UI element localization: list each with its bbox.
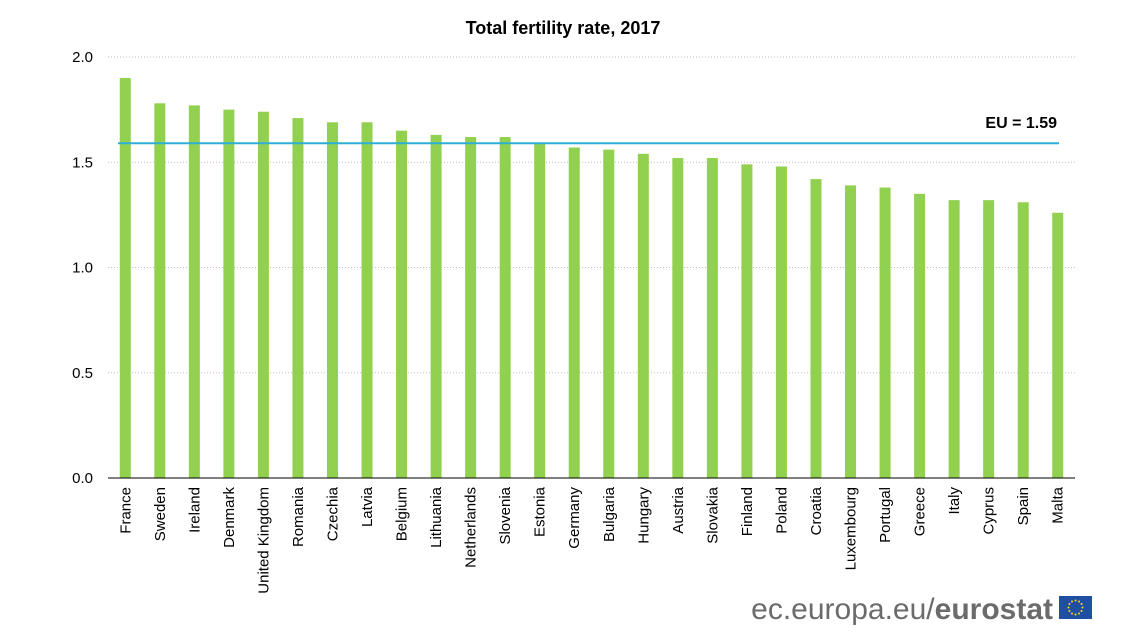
flag-star — [1081, 606, 1084, 609]
bar-italy — [948, 200, 960, 478]
bar-lithuania — [430, 134, 442, 478]
x-category-label: France — [117, 487, 134, 534]
bar-austria — [672, 158, 684, 479]
x-category-label: Belgium — [394, 487, 411, 541]
y-tick-label: 1.5 — [72, 154, 93, 171]
bar-luxembourg — [845, 185, 857, 478]
bar-slovenia — [499, 136, 511, 479]
bar-poland — [775, 166, 787, 478]
flag-star — [1074, 613, 1077, 616]
source-domain: ec.europa.eu/ — [751, 593, 935, 626]
x-category-label: Slovakia — [704, 486, 721, 543]
x-category-label: Italy — [946, 487, 963, 515]
x-category-label: Poland — [773, 487, 790, 534]
x-category-label: Croatia — [808, 486, 825, 535]
flag-star — [1071, 600, 1073, 603]
x-axis-category-labels: France Sweden Ireland Denmark United Kingdom… — [117, 486, 1066, 593]
flag-star — [1078, 612, 1080, 615]
x-category-label: Romania — [290, 486, 307, 547]
flag-star — [1074, 599, 1077, 602]
x-category-label: Ireland — [186, 487, 203, 533]
x-category-label: Netherlands — [463, 487, 480, 568]
eu-average-label: EU = 1.59 — [985, 115, 1057, 132]
x-category-label: Bulgaria — [601, 486, 618, 542]
eurostat-logo: ec.europa.eu/eurostat — [751, 593, 1092, 626]
bar-sweden — [154, 103, 166, 478]
bar-greece — [914, 193, 926, 478]
bars — [119, 78, 1064, 479]
x-category-label: Czechia — [324, 486, 341, 541]
x-category-label: Sweden — [152, 487, 169, 541]
bar-cyprus — [983, 200, 995, 478]
bar-bulgaria — [603, 149, 615, 478]
flag-star — [1068, 610, 1071, 612]
bar-france — [119, 78, 131, 479]
flag-star — [1080, 603, 1083, 605]
y-axis-ticks: 0.0 0.5 1.0 1.5 2.0 — [72, 49, 93, 487]
bar-germany — [568, 147, 580, 478]
source-brand: eurostat — [935, 593, 1053, 626]
y-tick-label: 0.0 — [72, 470, 93, 487]
bar-estonia — [534, 143, 546, 478]
x-category-label: Portugal — [877, 487, 894, 543]
bar-netherlands — [465, 136, 477, 479]
x-category-label: Greece — [912, 487, 929, 536]
eu-flag-icon — [1059, 596, 1092, 619]
bar-united-kingdom — [257, 111, 269, 478]
x-category-label: Austria — [670, 486, 687, 533]
bar-denmark — [223, 109, 235, 478]
eu-flag-stars-icon — [1067, 599, 1084, 616]
flag-star — [1071, 612, 1073, 615]
bar-romania — [292, 118, 304, 479]
y-tick-label: 1.0 — [72, 260, 93, 277]
bar-croatia — [810, 179, 822, 478]
flag-star — [1067, 606, 1070, 609]
bar-hungary — [637, 153, 649, 478]
y-tick-label: 2.0 — [72, 49, 93, 66]
x-category-label: Latvia — [359, 486, 376, 527]
bar-latvia — [361, 122, 373, 478]
source-text: ec.europa.eu/eurostat — [751, 593, 1053, 626]
flag-star — [1080, 610, 1083, 612]
bar-portugal — [879, 187, 891, 478]
x-category-label: Slovenia — [497, 486, 514, 544]
bar-czechia — [326, 122, 338, 478]
x-category-label: Luxembourg — [843, 487, 860, 570]
bar-finland — [741, 164, 753, 479]
bar-belgium — [396, 130, 408, 479]
bar-slovakia — [706, 158, 718, 479]
x-category-label: Cyprus — [981, 487, 998, 535]
x-category-label: Finland — [739, 487, 756, 536]
x-category-label: Hungary — [635, 487, 652, 544]
x-category-label: Malta — [1050, 486, 1067, 523]
flag-star — [1078, 600, 1080, 603]
x-category-label: Denmark — [221, 487, 238, 548]
bar-spain — [1017, 202, 1029, 478]
gridlines — [108, 56, 1075, 374]
bar-ireland — [188, 105, 200, 478]
flag-star — [1068, 603, 1071, 605]
x-category-label: Estonia — [532, 486, 549, 537]
x-category-label: Lithuania — [428, 486, 445, 548]
chart-title: Total fertility rate, 2017 — [466, 18, 661, 38]
x-category-label: Germany — [566, 487, 583, 549]
x-category-label: Spain — [1015, 487, 1032, 525]
y-tick-label: 0.5 — [72, 365, 93, 382]
x-category-label: United Kingdom — [255, 487, 272, 594]
bar-malta — [1052, 212, 1064, 478]
